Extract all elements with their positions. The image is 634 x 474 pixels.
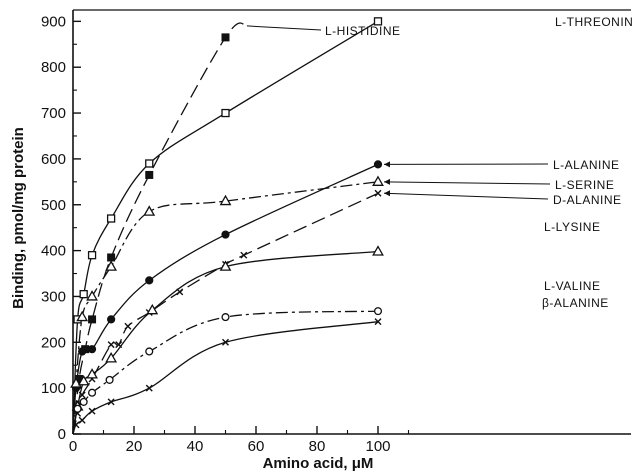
series-l-serine-line bbox=[72, 181, 379, 435]
x-tick-label: 100 bbox=[365, 438, 390, 455]
series-l-valine-marker bbox=[73, 404, 82, 413]
series-l-serine-label: L-SERINE bbox=[555, 178, 614, 192]
series-l-serine-label-arrowhead bbox=[384, 178, 390, 185]
series-l-lysine-marker bbox=[77, 374, 90, 386]
series-l-serine-marker bbox=[219, 194, 232, 206]
x-tick-label: 20 bbox=[126, 438, 143, 455]
y-tick-label: 100 bbox=[41, 380, 66, 397]
series-l-histidine-marker bbox=[145, 170, 154, 179]
series-l-alanine-label-arrowhead bbox=[384, 161, 390, 168]
y-tick-label: 300 bbox=[41, 288, 66, 305]
y-tick-label: 900 bbox=[41, 13, 66, 30]
axes: 0 100 200 300 400 500 600 700 800 900 0 20 40 60 80 100 bbox=[41, 9, 631, 455]
series-d-alanine-marker bbox=[240, 251, 248, 259]
series-l-lysine-marker bbox=[86, 368, 98, 379]
series-l-valine-label: L-VALINE bbox=[544, 279, 600, 293]
series-beta-alanine-marker bbox=[145, 384, 153, 392]
y-tick-label: 600 bbox=[41, 151, 66, 168]
series-l-serine-marker bbox=[143, 205, 156, 216]
series-l-valine-marker bbox=[373, 307, 383, 316]
series-l-lysine-marker bbox=[105, 352, 118, 363]
series-d-alanine-marker bbox=[124, 322, 132, 330]
series-d-alanine-marker bbox=[107, 341, 115, 349]
series-l-lysine-marker bbox=[372, 245, 384, 256]
y-tick-label: 700 bbox=[41, 105, 66, 122]
y-tick-label: 500 bbox=[41, 197, 66, 214]
y-axis-label: Binding, pmol/mg protein bbox=[10, 127, 27, 309]
x-tick-label: 60 bbox=[248, 438, 265, 455]
series-l-threonine-marker bbox=[145, 159, 154, 168]
series-l-threonine-label: L-THREONINE bbox=[555, 15, 634, 29]
x-tick-label: 0 bbox=[69, 438, 77, 455]
series-d-alanine-marker bbox=[176, 288, 184, 296]
series-l-alanine-marker bbox=[87, 345, 97, 354]
series-l-lysine-marker bbox=[146, 303, 159, 315]
series-l-serine-marker bbox=[86, 290, 98, 301]
series-curves bbox=[72, 20, 379, 435]
series-l-lysine-label: L-LYSINE bbox=[544, 220, 600, 234]
series-beta-alanine-marker bbox=[107, 398, 115, 406]
series-l-valine-marker bbox=[105, 375, 114, 384]
series-l-threonine-marker bbox=[221, 108, 230, 118]
series-d-alanine-marker bbox=[115, 341, 123, 349]
series-d-alanine-marker bbox=[374, 189, 382, 197]
series-beta-alanine-label: β-ALANINE bbox=[542, 296, 609, 310]
series-l-serine-marker bbox=[105, 260, 118, 271]
y-tick-label: 0 bbox=[58, 426, 66, 443]
series-l-histidine-label: L-HISTIDINE bbox=[325, 24, 401, 38]
series-beta-alanine-line bbox=[72, 321, 379, 435]
series-l-alanine-marker bbox=[107, 315, 116, 324]
series-l-histidine-line bbox=[72, 22, 248, 435]
y-tick-label: 200 bbox=[41, 334, 66, 351]
series-l-alanine-marker bbox=[373, 160, 383, 169]
series-l-valine-line bbox=[72, 310, 379, 435]
series-l-threonine-marker bbox=[373, 17, 383, 26]
series-d-alanine-marker bbox=[78, 391, 86, 399]
series-markers bbox=[70, 17, 384, 429]
series-labels: L-HISTIDINE L-THREONINE L-ALANINE L-SERINED… bbox=[246, 15, 634, 310]
series-l-lysine-marker bbox=[219, 260, 232, 271]
series-l-alanine-label: L-ALANINE bbox=[553, 158, 620, 172]
y-tick-label: 800 bbox=[41, 59, 66, 76]
series-beta-alanine-marker bbox=[72, 421, 80, 429]
y-tick-label: 400 bbox=[41, 243, 66, 260]
series-l-threonine-marker bbox=[79, 290, 88, 299]
series-beta-alanine-marker bbox=[88, 407, 96, 415]
series-l-threonine-marker bbox=[106, 214, 116, 223]
series-l-threonine-line bbox=[72, 20, 379, 435]
series-l-valine-marker bbox=[221, 313, 230, 322]
series-beta-alanine-marker bbox=[78, 416, 86, 424]
series-d-alanine-label-arrow bbox=[383, 192, 549, 200]
series-l-histidine-marker bbox=[88, 315, 97, 324]
series-l-valine-marker bbox=[145, 347, 154, 356]
series-l-histidine-label-connector bbox=[246, 25, 322, 31]
series-l-serine-label-arrow bbox=[383, 181, 551, 185]
series-l-alanine-marker bbox=[145, 276, 154, 285]
series-l-alanine-marker bbox=[221, 230, 230, 239]
series-beta-alanine-marker bbox=[222, 338, 229, 346]
series-l-valine-marker bbox=[88, 388, 97, 397]
x-tick-label: 80 bbox=[309, 438, 326, 455]
series-beta-alanine-marker bbox=[374, 318, 382, 326]
series-d-alanine-label: D-ALANINE bbox=[553, 193, 622, 207]
series-l-histidine-marker bbox=[107, 253, 116, 262]
series-d-alanine-label-arrowhead bbox=[384, 190, 390, 197]
series-l-threonine-marker bbox=[87, 251, 97, 260]
series-l-valine-marker bbox=[79, 397, 88, 406]
series-l-serine-marker bbox=[76, 310, 89, 322]
series-l-serine-marker bbox=[372, 175, 384, 186]
x-axis-label: Amino acid, μM bbox=[263, 455, 374, 472]
series-l-alanine-marker bbox=[78, 347, 87, 356]
series-l-histidine-marker bbox=[221, 33, 230, 42]
x-tick-label: 40 bbox=[187, 438, 204, 455]
